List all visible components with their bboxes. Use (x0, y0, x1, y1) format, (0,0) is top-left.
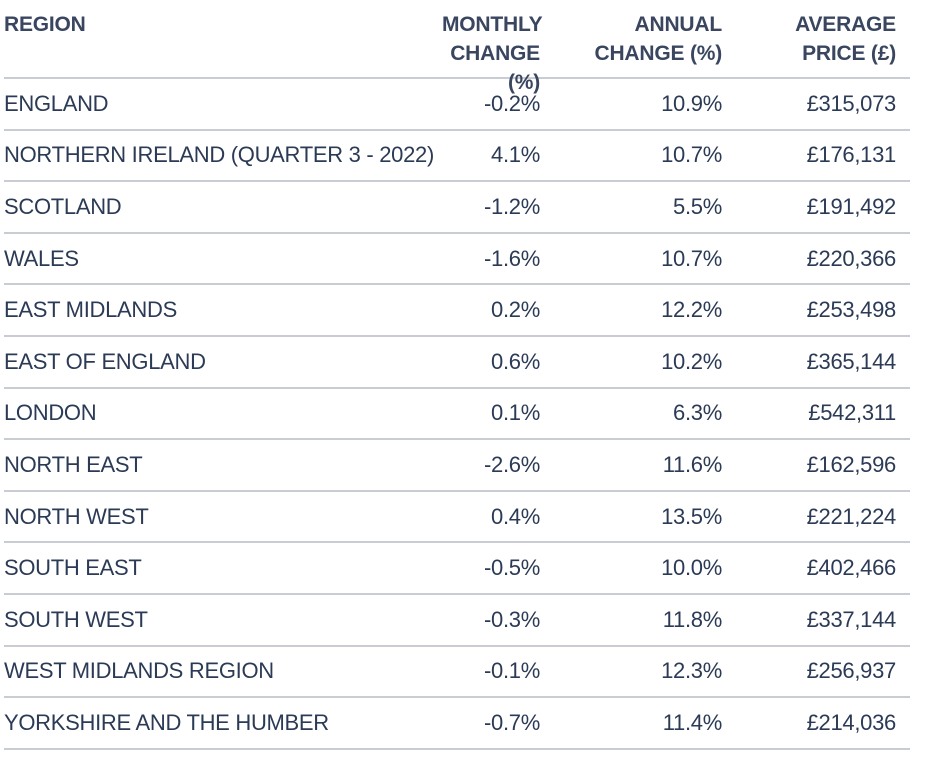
header-monthly-change: MONTHLY CHANGE (%) (442, 10, 543, 97)
header-monthly-line-2: CHANGE (%) (450, 42, 540, 94)
annual-change-cell: 10.2% (661, 348, 722, 374)
monthly-change-cell: 4.1% (491, 142, 540, 168)
region-cell: ENGLAND (4, 90, 109, 116)
table-body: ENGLAND -0.2% 10.9% £315,073 NORTHERN IRELAN… (4, 79, 910, 750)
table-row: YORKSHIRE AND THE HUMBER -0.7% 11.4% £214,0… (4, 698, 910, 750)
table-row: LONDON 0.1% 6.3% £542,311 (4, 389, 910, 441)
table-row: NORTHERN IRELAND (QUARTER 3 - 2022) 4.1% 1… (4, 131, 910, 183)
header-region: REGION (4, 13, 86, 36)
header-average-price: AVERAGE PRICE (£) (722, 10, 896, 68)
annual-change-cell: 10.7% (661, 245, 722, 271)
table-row: WALES -1.6% 10.7% £220,366 (4, 234, 910, 286)
annual-change-cell: 10.9% (661, 90, 722, 116)
region-cell: WALES (4, 245, 79, 271)
average-price-cell: £162,596 (806, 451, 897, 477)
monthly-change-cell: -1.6% (484, 245, 540, 271)
annual-change-cell: 11.4% (662, 709, 723, 735)
monthly-change-cell: -0.5% (484, 555, 540, 581)
average-price-cell: £542,311 (808, 400, 896, 426)
header-annual-line-2: CHANGE (%) (594, 42, 723, 65)
annual-change-cell: 12.3% (661, 658, 722, 684)
house-price-table: REGION MONTHLY CHANGE (%) ANNUAL CHANGE … (4, 10, 910, 750)
average-price-cell: £402,466 (806, 555, 897, 581)
header-price-line-2: PRICE (£) (802, 42, 896, 65)
average-price-cell: £253,498 (806, 297, 897, 323)
monthly-change-cell: -0.2% (484, 90, 540, 116)
average-price-cell: £315,073 (806, 90, 897, 116)
average-price-cell: £214,036 (806, 709, 897, 735)
region-cell: YORKSHIRE AND THE HUMBER (4, 709, 329, 735)
annual-change-cell: 5.5% (673, 193, 722, 219)
average-price-cell: £220,366 (806, 245, 897, 271)
header-monthly-line-1: MONTHLY (442, 13, 543, 36)
annual-change-cell: 11.6% (662, 451, 723, 477)
region-cell: NORTH EAST (4, 451, 143, 477)
monthly-change-cell: 0.4% (491, 503, 540, 529)
region-cell: EAST MIDLANDS (4, 297, 177, 323)
table-header-row: REGION MONTHLY CHANGE (%) ANNUAL CHANGE … (4, 10, 910, 94)
header-annual-line-1: ANNUAL (634, 13, 723, 36)
region-cell: WEST MIDLANDS REGION (4, 658, 274, 684)
average-price-cell: £176,131 (806, 142, 897, 168)
average-price-cell: £221,224 (806, 503, 897, 529)
table-row: NORTH EAST -2.6% 11.6% £162,596 (4, 440, 910, 492)
table-row: SCOTLAND -1.2% 5.5% £191,492 (4, 182, 910, 234)
annual-change-cell: 13.5% (661, 503, 722, 529)
table-row: SOUTH WEST -0.3% 11.8% £337,144 (4, 595, 910, 647)
annual-change-cell: 10.7% (661, 142, 722, 168)
average-price-cell: £256,937 (806, 658, 897, 684)
table-row: EAST OF ENGLAND 0.6% 10.2% £365,144 (4, 337, 910, 389)
region-cell: SOUTH WEST (4, 606, 148, 632)
header-price-line-1: AVERAGE (795, 13, 896, 36)
region-cell: NORTH WEST (4, 503, 149, 529)
table-row: WEST MIDLANDS REGION -0.1% 12.3% £256,937 (4, 647, 910, 699)
annual-change-cell: 6.3% (673, 400, 722, 426)
table-row: EAST MIDLANDS 0.2% 12.2% £253,498 (4, 285, 910, 337)
region-cell: NORTHERN IRELAND (QUARTER 3 - 2022) (4, 142, 435, 168)
region-cell: SOUTH EAST (4, 555, 142, 581)
monthly-change-cell: -1.2% (484, 193, 540, 219)
average-price-cell: £365,144 (806, 348, 897, 374)
annual-change-cell: 11.8% (662, 606, 723, 632)
table-row: ENGLAND -0.2% 10.9% £315,073 (4, 79, 910, 131)
monthly-change-cell: 0.2% (491, 297, 540, 323)
table-row: NORTH WEST 0.4% 13.5% £221,224 (4, 492, 910, 544)
monthly-change-cell: 0.6% (491, 348, 540, 374)
header-annual-change: ANNUAL CHANGE (%) (540, 10, 723, 68)
monthly-change-cell: -2.6% (484, 451, 540, 477)
monthly-change-cell: 0.1% (491, 400, 540, 426)
region-cell: EAST OF ENGLAND (4, 348, 206, 374)
monthly-change-cell: -0.3% (484, 606, 540, 632)
average-price-cell: £191,492 (806, 193, 897, 219)
region-cell: SCOTLAND (4, 193, 122, 219)
average-price-cell: £337,144 (806, 606, 897, 632)
annual-change-cell: 12.2% (661, 297, 722, 323)
annual-change-cell: 10.0% (661, 555, 722, 581)
monthly-change-cell: -0.7% (484, 709, 540, 735)
region-cell: LONDON (4, 400, 97, 426)
table-row: SOUTH EAST -0.5% 10.0% £402,466 (4, 543, 910, 595)
monthly-change-cell: -0.1% (484, 658, 540, 684)
